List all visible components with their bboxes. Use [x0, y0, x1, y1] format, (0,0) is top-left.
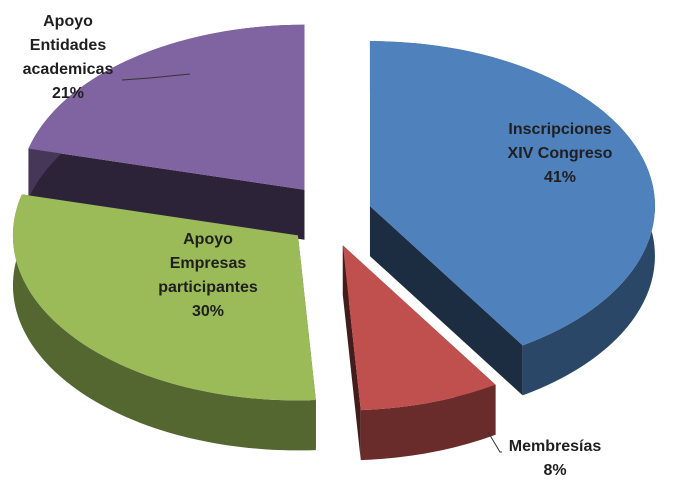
slice-label: Apoyo Empresas participantes: [158, 231, 258, 296]
slice-label-line: Membresías: [509, 438, 602, 455]
value-label: 21%: [52, 85, 84, 102]
value-label: 41%: [544, 169, 576, 186]
slice: [342, 245, 496, 411]
slice-label: Membresías: [509, 438, 602, 455]
slice-wall: [360, 384, 496, 461]
slice-label-line: participantes: [158, 279, 258, 296]
slice-label-line: Empresas: [170, 255, 247, 272]
slice: [12, 194, 316, 401]
slice-label-line: Entidades: [30, 37, 107, 54]
slice-label-line: XIV Congreso: [508, 145, 613, 162]
slice-label-line: academicas: [23, 61, 114, 78]
slice-label-line: Apoyo: [43, 13, 93, 30]
slice-label-line: Apoyo: [183, 231, 233, 248]
value-label: 8%: [543, 462, 566, 479]
leader-line: [121, 73, 191, 81]
slice: [369, 41, 655, 346]
slice-side: [342, 245, 361, 461]
slice-wall: [12, 194, 316, 451]
slice-side: [369, 206, 523, 396]
slice-label: Inscripciones XIV Congreso: [508, 121, 613, 162]
value-label: 30%: [192, 303, 224, 320]
slice-side: [28, 148, 305, 240]
slice: [28, 24, 305, 190]
slice-label: Apoyo Entidades academicas: [23, 13, 114, 78]
slice-label-line: Inscripciones: [508, 121, 611, 138]
leader-line: [487, 431, 502, 453]
